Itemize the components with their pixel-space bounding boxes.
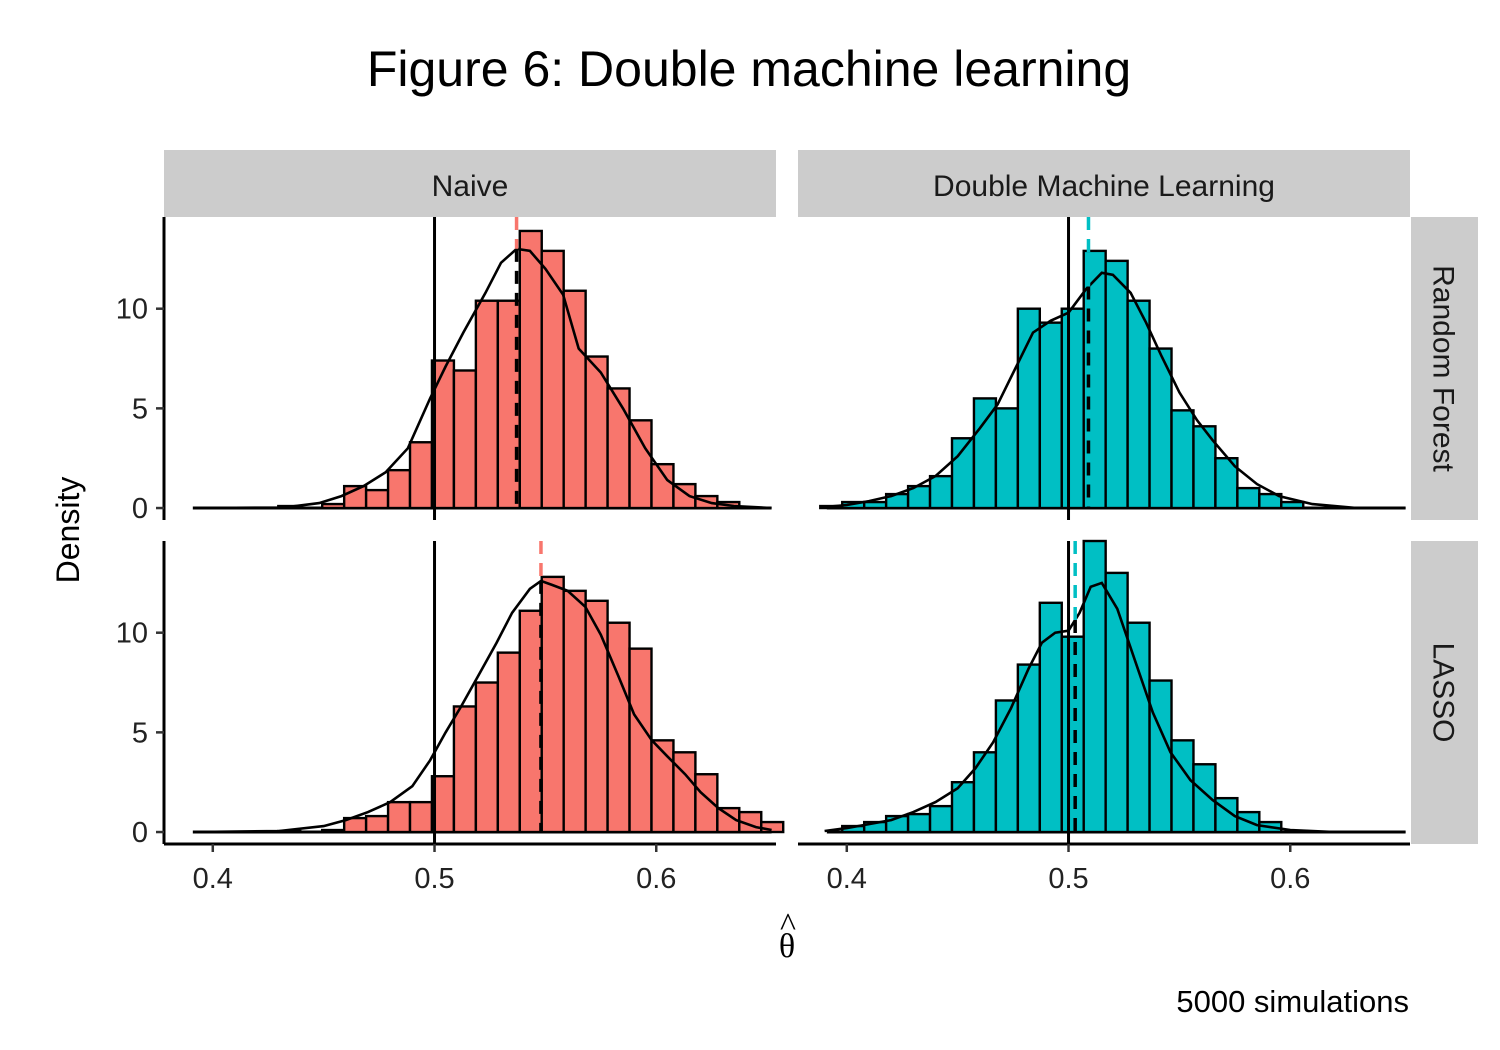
histogram-bar (1170, 739, 1195, 834)
histogram-bar (928, 804, 954, 834)
strip-1-bg (798, 150, 1410, 217)
histogram-bar (364, 488, 390, 510)
x-tick-label: 0.4 (193, 863, 233, 895)
histogram-bar (584, 599, 609, 834)
chart-title: Figure 6: Double machine learning (367, 41, 1131, 97)
strip-0-bg (164, 150, 776, 217)
histogram-bar (321, 828, 346, 834)
histogram-bar (1016, 663, 1042, 834)
histogram-bar (650, 462, 675, 510)
y-tick-label: 0 (132, 817, 148, 849)
row-strip-0-bg (1411, 217, 1478, 520)
histogram-bar (540, 575, 565, 834)
histogram-bar (760, 820, 785, 834)
x-axis-title: θ (779, 928, 795, 965)
histogram-bar (606, 387, 631, 510)
histogram-bar (1236, 486, 1261, 510)
y-tick-label: 5 (132, 393, 148, 425)
histogram-bar (1104, 571, 1129, 834)
x-axis-title-hat: ^ (780, 907, 796, 944)
histogram-bar (1170, 409, 1195, 510)
histogram-bar (518, 229, 543, 510)
histogram-bar (628, 419, 653, 510)
row-strip-label: Random Forest (1427, 265, 1460, 472)
histogram-bar (650, 739, 675, 834)
histogram-bar (518, 609, 543, 834)
histogram-bar (452, 705, 478, 834)
histogram-bar (474, 681, 500, 834)
histogram-bar (386, 800, 412, 834)
histogram-bar (1280, 500, 1305, 510)
histogram-bar (1126, 299, 1151, 510)
y-tick-label: 10 (116, 618, 148, 650)
histogram-bar (862, 500, 888, 510)
histogram-bar (321, 502, 346, 510)
panel-3: 0.4 0.5 0.6 (798, 539, 1410, 895)
histogram-bar (628, 647, 653, 834)
histogram-bar (994, 699, 1020, 834)
histogram-bar (972, 397, 998, 510)
histogram-bar (1104, 259, 1129, 510)
histogram-bar (1148, 679, 1173, 834)
y-tick-label: 5 (132, 717, 148, 749)
panels-layer: Naive Double Machine Learning Random Fores… (116, 150, 1478, 895)
panel-1 (819, 217, 1406, 520)
column-strip-label: Double Machine Learning (933, 170, 1275, 203)
histogram-bar (386, 468, 412, 510)
histogram-bar (994, 407, 1020, 510)
y-tick-label: 10 (116, 294, 148, 326)
chart-caption: 5000 simulations (1176, 984, 1409, 1019)
histogram-bar (408, 441, 434, 510)
histogram-bar (408, 800, 434, 834)
column-strip-label: Naive (432, 170, 509, 203)
histogram-bar (928, 474, 954, 510)
panel-2: 0 5 10 0.4 0.5 0.6 (116, 541, 785, 895)
histogram-bar (694, 773, 719, 834)
row-strip-label: LASSO (1427, 642, 1460, 742)
row-strip-1-bg (1411, 541, 1478, 844)
histogram-bar (474, 299, 500, 510)
histogram-bar (606, 621, 631, 834)
histogram-bar (496, 651, 521, 834)
histogram-bar (452, 369, 478, 510)
x-tick-label: 0.5 (1048, 863, 1088, 895)
x-tick-label: 0.6 (1270, 863, 1310, 895)
y-tick-label: 0 (132, 493, 148, 525)
x-tick-label: 0.5 (414, 863, 454, 895)
x-tick-label: 0.4 (827, 863, 867, 895)
histogram-bar (1060, 307, 1085, 510)
histogram-bar (1126, 621, 1151, 834)
density-curve (824, 271, 1406, 510)
histogram-bar (1038, 321, 1063, 510)
histogram-bar (364, 814, 390, 834)
y-axis-title: Density (50, 477, 86, 584)
histogram-bar (906, 812, 932, 834)
histogram-bar (1060, 635, 1085, 834)
histogram-bar (562, 589, 587, 834)
x-tick-label: 0.6 (636, 863, 676, 895)
histogram-bar (562, 289, 587, 510)
panel-0: 0 5 10 (116, 217, 772, 525)
